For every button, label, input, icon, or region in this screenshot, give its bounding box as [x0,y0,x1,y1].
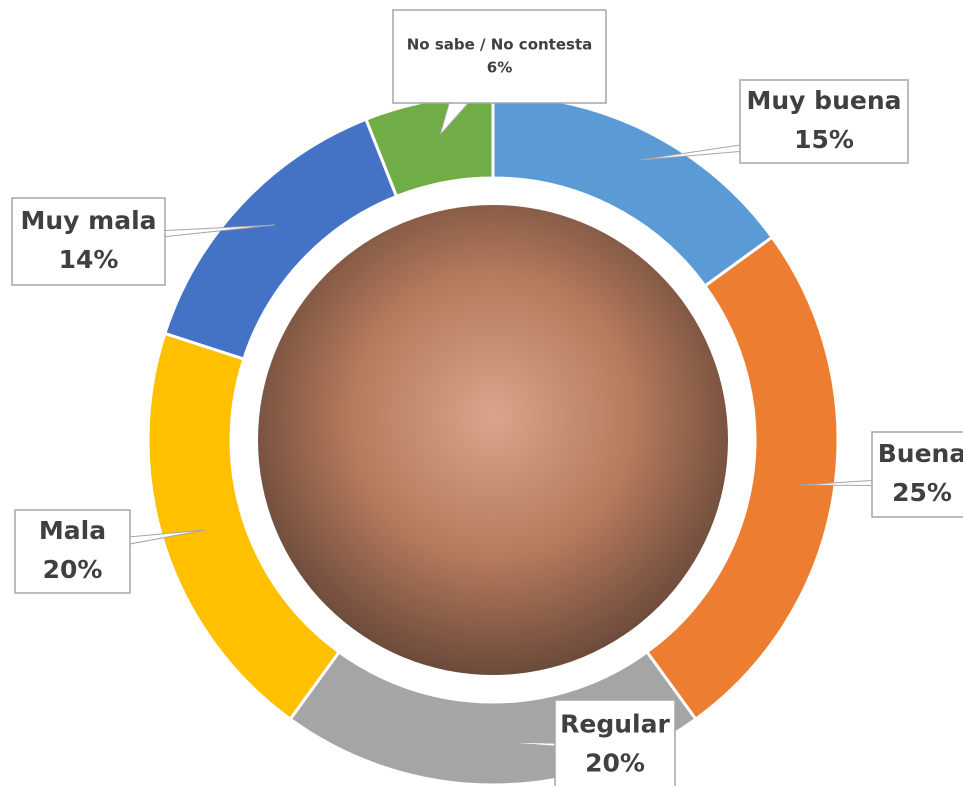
value-label: 15% [794,125,854,154]
category-label: Muy mala [20,206,156,235]
data-label: No sabe / No contesta 6% [392,9,607,136]
data-label: Muy buena 15% [639,79,909,164]
value-label: 6% [487,59,512,77]
category-label: Mala [39,516,106,545]
callout-box [11,197,166,286]
category-label: Buena [878,439,963,468]
donut-slice [364,93,495,199]
category-label: Regular [560,710,670,739]
value-label: 14% [59,245,119,274]
data-label: Regular 20% [499,699,676,786]
callout-box [392,9,607,104]
data-label: Mala 20% [14,509,206,594]
callout-box [739,79,909,164]
value-label: 20% [43,555,103,584]
category-label: Muy buena [747,86,902,115]
labels: Muy buena 15% Buena 25% Regular 20% Mala 20% Muy… [11,9,963,786]
callout-box [554,699,676,786]
center-photo [258,205,728,675]
value-label: 20% [585,749,645,778]
callout-box [871,431,963,518]
category-label: No sabe / No contesta [407,35,593,53]
callout-box [14,509,131,594]
value-label: 25% [892,478,952,507]
data-label: Muy mala 14% [11,197,276,286]
data-label: Buena 25% [799,431,963,518]
donut-slice [644,235,840,722]
